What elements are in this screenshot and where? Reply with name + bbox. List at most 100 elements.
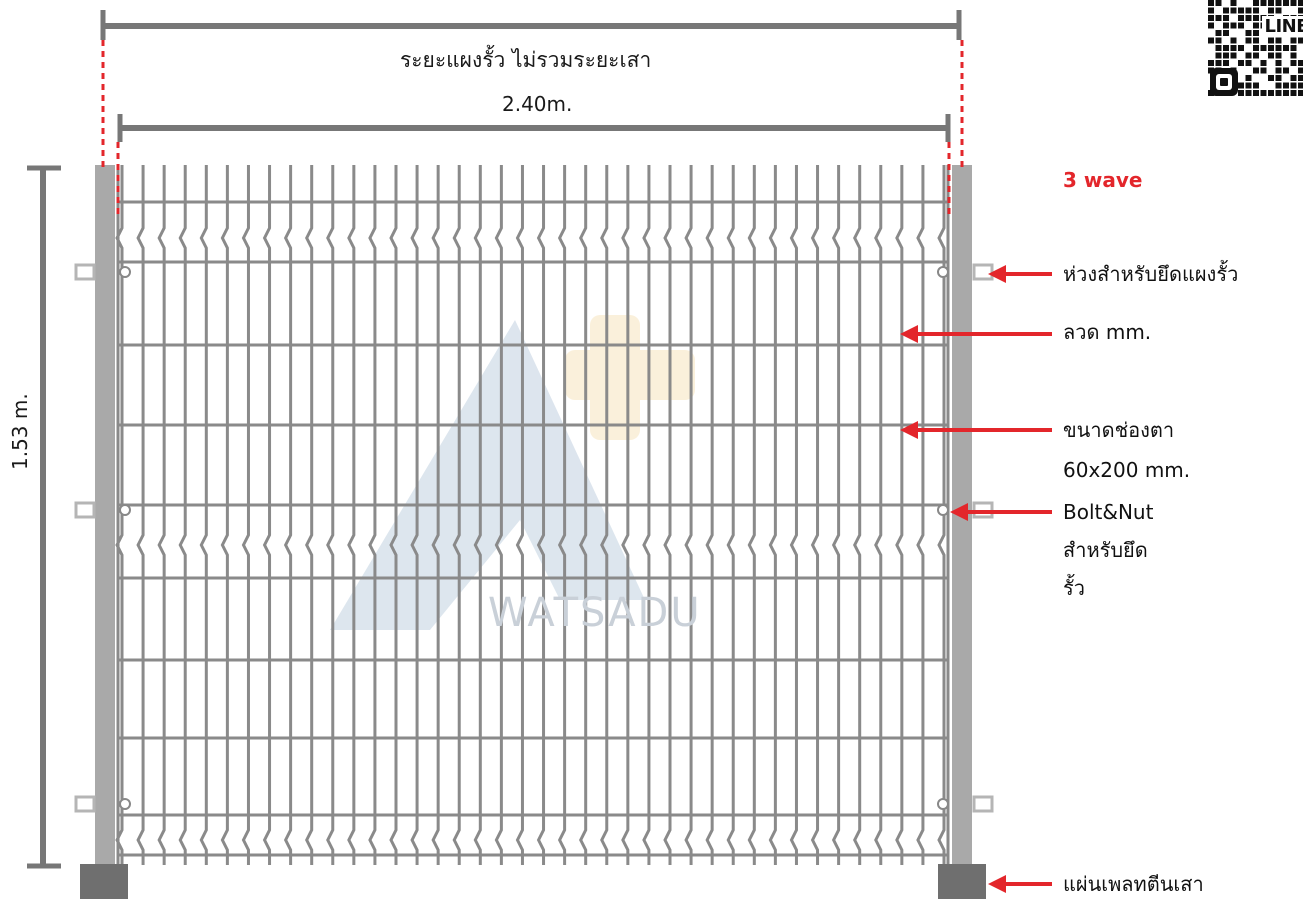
qr-cell: [1260, 0, 1267, 6]
qr-cell: [1215, 15, 1222, 21]
clip-callout: ห่วงสำหรับยึดแผงรั้ว: [1063, 262, 1239, 286]
vertical-wire: [326, 165, 335, 865]
height-label: 1.53 m.: [8, 393, 32, 470]
vertical-wire: [283, 165, 293, 865]
arrow-left-icon: [988, 265, 1006, 283]
vertical-wire: [241, 165, 250, 865]
vertical-wire: [178, 165, 187, 865]
qr-cell: [1230, 0, 1237, 6]
right-bolt: [937, 798, 949, 810]
qr-cell: [1238, 60, 1244, 66]
qr-cell: [1230, 7, 1237, 14]
qr-cell: [1208, 7, 1214, 14]
qr-cell: [1275, 37, 1282, 44]
bolt-callout-line3: รั้ว: [1063, 576, 1085, 600]
qr-cell: [1298, 90, 1303, 96]
bolt-callout-line2: สำหรับยึด: [1063, 538, 1148, 562]
qr-cell: [1260, 60, 1267, 66]
right-clip-tab: [972, 795, 994, 813]
left-post: [95, 165, 115, 865]
qr-cell: [1275, 67, 1282, 74]
qr-cell: [1290, 82, 1297, 89]
vertical-wire: [810, 165, 820, 865]
qr-cell: [1275, 82, 1282, 89]
right-bolt: [937, 266, 949, 278]
qr-cell: [1275, 60, 1282, 66]
qr-cell: [1275, 45, 1282, 51]
vertical-wire: [937, 165, 946, 865]
qr-cell: [1253, 37, 1259, 44]
qr-cell: [1268, 7, 1274, 14]
vertical-wire: [579, 165, 588, 865]
vertical-wire: [410, 165, 419, 865]
arrow-left-icon: [950, 503, 968, 521]
qr-cell: [1268, 37, 1274, 44]
vertical-wire: [789, 165, 798, 865]
vertical-wire: [515, 165, 524, 865]
qr-cell: [1208, 67, 1214, 74]
vertical-wire: [684, 165, 693, 865]
vertical-wire: [621, 165, 630, 865]
qr-cell: [1253, 45, 1259, 51]
fence-panel: [115, 165, 950, 865]
base-plate-callout: แผ่นเพลทตีนเสา: [1063, 872, 1204, 896]
qr-cell: [1268, 45, 1274, 51]
qr-cell: [1238, 82, 1244, 89]
qr-cell: [1290, 75, 1297, 81]
watermark-text: WATSADU: [488, 590, 702, 636]
qr-cell: [1245, 82, 1252, 89]
vertical-wire: [895, 165, 904, 865]
arrow-left-icon: [900, 325, 918, 343]
qr-cell: [1245, 52, 1252, 59]
qr-cell: [1223, 30, 1229, 36]
vertical-wire: [347, 165, 356, 865]
watermark-plus-horizontal: [565, 350, 695, 400]
qr-cell: [1208, 37, 1214, 44]
qr-cell: [1230, 22, 1237, 29]
qr-cell: [1245, 30, 1252, 36]
vertical-wire: [642, 165, 651, 865]
qr-cell: [1283, 0, 1289, 6]
qr-cell: [1253, 82, 1259, 89]
qr-cell: [1245, 15, 1252, 21]
qr-cell: [1245, 37, 1252, 44]
qr-cell: [1253, 15, 1259, 21]
left-clip-tab: [74, 263, 96, 281]
qr-cell: [1238, 7, 1244, 14]
vertical-wire: [136, 165, 145, 865]
qr-cell: [1268, 0, 1274, 6]
qr-cell: [1238, 90, 1244, 96]
qr-cell: [1283, 67, 1289, 74]
qr-cell: [1223, 60, 1229, 66]
right-clip-tab: [972, 263, 994, 281]
qr-cell: [1223, 15, 1229, 21]
qr-cell: [1290, 37, 1297, 44]
qr-cell: [1298, 0, 1303, 6]
mesh-size-callout-line2: 60x200 mm.: [1063, 458, 1191, 482]
qr-cell: [1260, 67, 1267, 74]
qr-cell: [1253, 67, 1259, 74]
left-bolt: [119, 266, 131, 278]
qr-cell: [1268, 75, 1274, 81]
qr-line-label: LINE: [1262, 16, 1303, 37]
qr-cell: [1245, 90, 1252, 96]
panel-width-label: 2.40m.: [502, 92, 573, 116]
vertical-wire: [368, 165, 377, 865]
right-base-plate: [938, 864, 986, 899]
left-clip-tab: [74, 795, 96, 813]
right-bolt: [937, 504, 949, 516]
vertical-wire: [262, 165, 272, 865]
qr-cell: [1223, 22, 1229, 29]
qr-code-icon[interactable]: LINE: [1200, 0, 1303, 104]
qr-cell: [1298, 7, 1303, 14]
qr-cell: [1253, 0, 1259, 6]
vertical-wire: [663, 165, 672, 865]
vertical-wire: [747, 165, 756, 865]
qr-cell: [1298, 37, 1303, 44]
qr-cell: [1215, 52, 1222, 59]
qr-cell: [1283, 45, 1289, 51]
vertical-wire: [157, 165, 166, 865]
qr-cell: [1283, 82, 1289, 89]
